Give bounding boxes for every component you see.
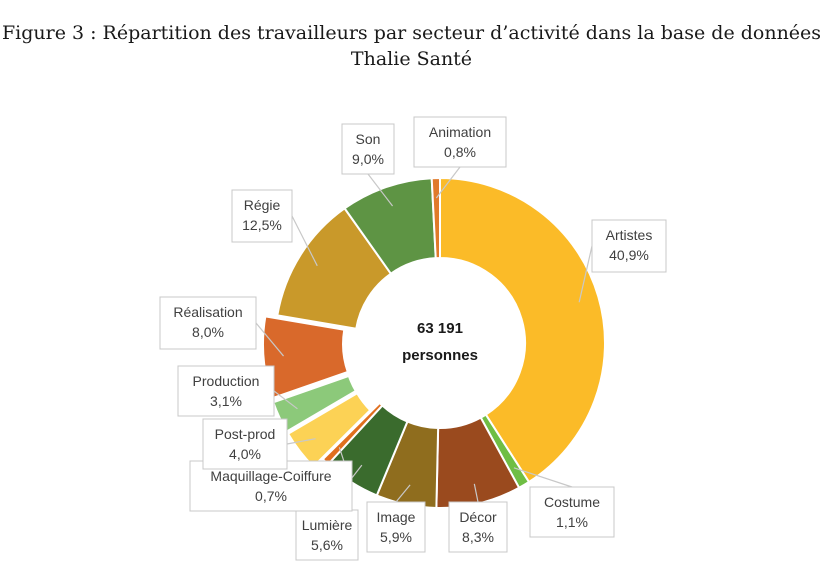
callout-box-3 xyxy=(366,501,426,553)
leader-3 xyxy=(395,484,411,503)
callout-value-10: 9,0% xyxy=(352,151,384,167)
callout-value-9: 12,5% xyxy=(242,217,282,233)
slice-6 xyxy=(286,391,372,468)
callout-2: Décor 8,3% xyxy=(448,501,508,553)
leader-0 xyxy=(578,245,593,303)
leader-7 xyxy=(273,390,298,410)
callout-8: Réalisation 8,0% xyxy=(159,296,257,350)
callout-0: Artistes 40,9% xyxy=(591,219,667,273)
callout-value-2: 8,3% xyxy=(462,529,494,545)
leader-1 xyxy=(513,467,573,488)
callout-name-2: Décor xyxy=(459,509,497,525)
callout-value-1: 1,1% xyxy=(556,514,588,530)
callout-value-4: 5,6% xyxy=(311,537,343,553)
callout-box-10 xyxy=(341,123,395,175)
slice-0 xyxy=(439,176,606,484)
callout-value-7: 3,1% xyxy=(210,393,242,409)
callout-value-5: 0,7% xyxy=(255,488,287,504)
callout-box-2 xyxy=(448,501,508,553)
center-total: 63 191 xyxy=(417,320,463,337)
callout-name-11: Animation xyxy=(429,124,491,140)
callout-name-3: Image xyxy=(377,509,416,525)
callout-name-1: Costume xyxy=(544,494,600,510)
callout-1: Costume 1,1% xyxy=(529,486,615,538)
callout-value-8: 8,0% xyxy=(192,324,224,340)
callout-box-11 xyxy=(413,116,507,168)
callout-10: Son 9,0% xyxy=(341,123,395,175)
callout-9: Régie 12,5% xyxy=(231,189,293,243)
callout-name-8: Réalisation xyxy=(173,304,242,320)
callout-3: Image 5,9% xyxy=(366,501,426,553)
callout-value-11: 0,8% xyxy=(444,144,476,160)
center-unit: personnes xyxy=(402,347,478,364)
callout-value-6: 4,0% xyxy=(229,446,261,462)
callout-box-0 xyxy=(591,219,667,273)
leader-8 xyxy=(255,322,285,357)
callout-leaders xyxy=(255,166,593,511)
donut-slices xyxy=(262,176,606,509)
callout-box-1 xyxy=(529,486,615,538)
callout-7: Production 3,1% xyxy=(177,365,275,417)
chart-title: Figure 3 : Répartition des travailleurs … xyxy=(0,20,823,72)
callout-box-8 xyxy=(159,296,257,350)
callout-name-6: Post-prod xyxy=(215,426,276,442)
callout-labels: Artistes 40,9% Costume 1,1% Décor 8,3% Image 5,… xyxy=(159,116,667,561)
leader-11 xyxy=(435,166,461,199)
callout-6: Post-prod 4,0% xyxy=(202,418,288,470)
slice-11 xyxy=(430,176,441,260)
callout-name-4: Lumière xyxy=(302,517,353,533)
callout-11: Animation 0,8% xyxy=(413,116,507,168)
callout-name-5: Maquillage-Coiffure xyxy=(210,468,331,484)
leader-9 xyxy=(291,215,318,267)
callout-4: Lumière 5,6% xyxy=(295,509,359,561)
leader-2 xyxy=(473,483,479,503)
callout-value-3: 5,9% xyxy=(380,529,412,545)
callout-name-10: Son xyxy=(356,131,381,147)
callout-name-0: Artistes xyxy=(606,227,653,243)
callout-name-7: Production xyxy=(193,373,260,389)
callout-value-0: 40,9% xyxy=(609,247,649,263)
callout-box-9 xyxy=(231,189,293,243)
callout-box-6 xyxy=(202,418,288,470)
callout-name-9: Régie xyxy=(244,197,281,213)
chart-title-line-2: Thalie Santé xyxy=(350,48,473,70)
leader-6 xyxy=(286,438,316,445)
chart-title-line-1: Figure 3 : Répartition des travailleurs … xyxy=(1,22,822,44)
callout-box-7 xyxy=(177,365,275,417)
callout-box-4 xyxy=(295,509,359,561)
leader-10 xyxy=(367,173,394,207)
